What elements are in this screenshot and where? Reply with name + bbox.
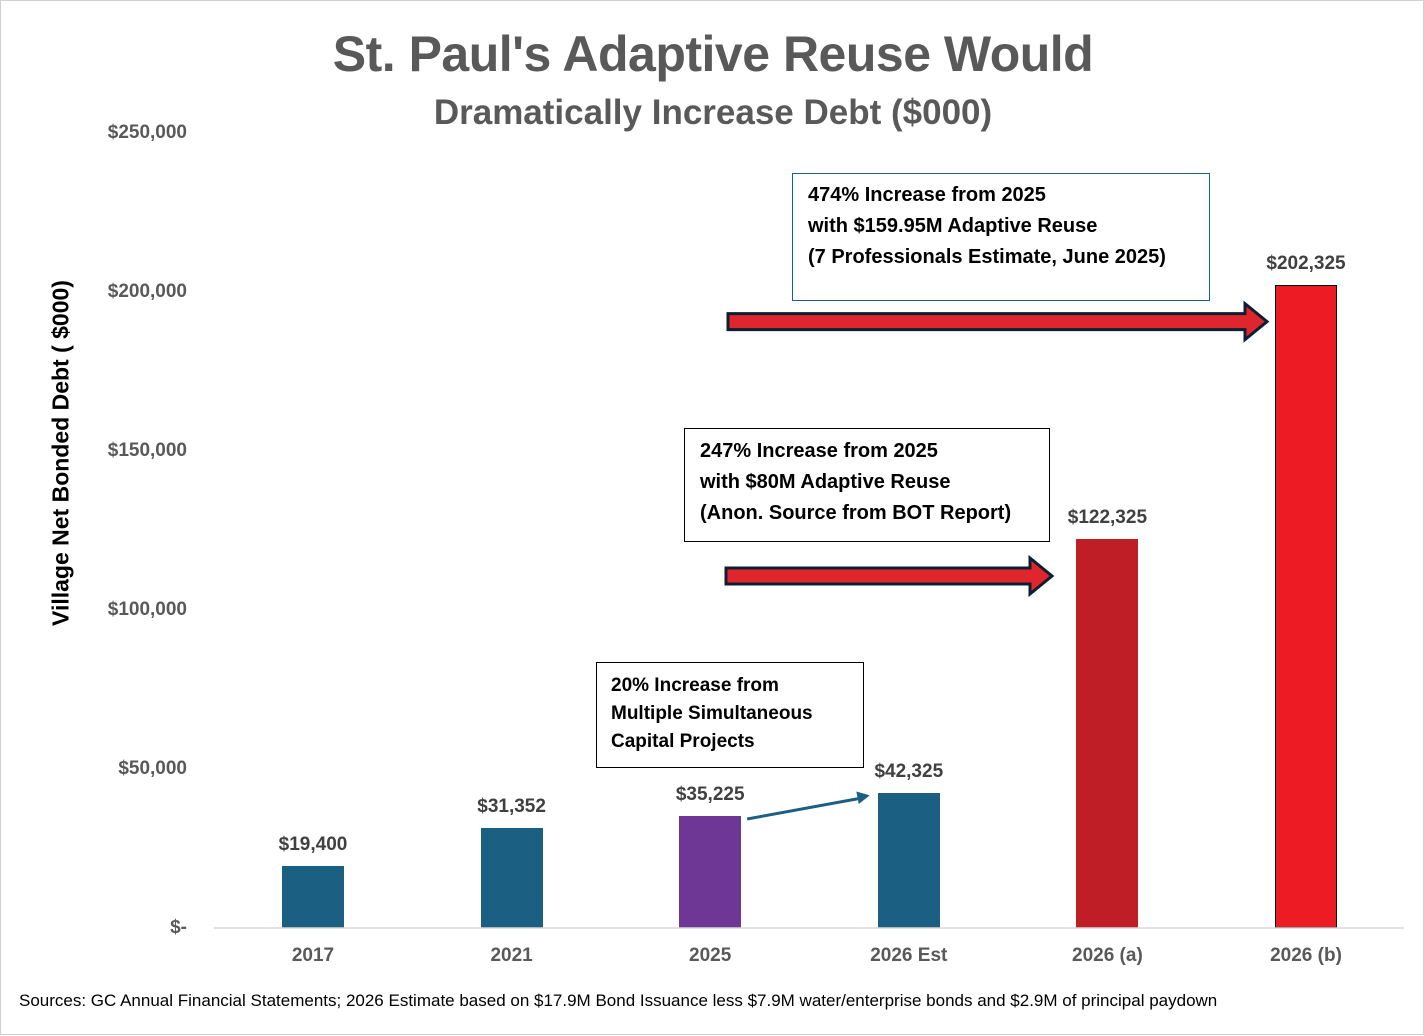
annotation-line: 474% Increase from 2025 — [808, 184, 1046, 206]
y-tick-label: $50,000 — [118, 758, 187, 779]
data-label: $19,400 — [278, 834, 348, 856]
chart-subtitle: Dramatically Increase Debt ($000) — [433, 93, 993, 132]
annotation-box-247-percent: 247% Increase from 2025 with $80M Adapti… — [684, 428, 1050, 542]
arrow-to-2026b — [726, 300, 1270, 343]
annotation-line: Multiple Simultaneous — [611, 703, 813, 724]
chart-title: St. Paul's Adaptive Reuse Would — [332, 26, 1094, 82]
data-label: $122,325 — [1067, 507, 1148, 528]
annotation-line: with $159.95M Adaptive Reuse — [808, 215, 1098, 237]
source-note: Sources: GC Annual Financial Statements;… — [19, 991, 1218, 1010]
bar-2021 — [480, 828, 543, 928]
bar-2026-b — [1275, 284, 1337, 928]
data-label: $42,325 — [874, 761, 944, 783]
annotation-line: 20% Increase from — [611, 675, 779, 696]
y-tick-label: $100,000 — [107, 599, 187, 620]
bar-2026-a — [1076, 539, 1139, 928]
data-label: $31,352 — [477, 796, 546, 818]
bar-2017 — [282, 866, 344, 928]
y-tick-label: $- — [170, 917, 187, 938]
arrow-head — [856, 791, 870, 805]
annotation-line: (7 Professionals Estimate, June 2025) — [808, 246, 1166, 268]
x-tick-label: 2025 — [689, 945, 732, 966]
annotation-line: with $80M Adaptive Reuse — [700, 471, 951, 493]
annotation-line: Capital Projects — [611, 731, 755, 752]
x-tick-label: 2017 — [291, 945, 335, 966]
bar-2026-est — [877, 793, 940, 928]
arrow-to-2026a — [724, 554, 1055, 598]
x-tick-label: 2026 Est — [870, 945, 948, 966]
x-tick-label: 2021 — [490, 945, 533, 966]
y-tick-label: $150,000 — [107, 440, 187, 461]
annotation-box-20-percent: 20% Increase from Multiple Simultaneous … — [596, 662, 864, 768]
y-tick-label: $250,000 — [107, 122, 187, 143]
data-label: $35,225 — [675, 783, 745, 805]
annotation-line: (Anon. Source from BOT Report) — [700, 502, 1012, 524]
annotation-line: 247% Increase from 2025 — [700, 440, 938, 462]
arrows-layer — [724, 300, 1270, 821]
annotation-box-474-percent: 474% Increase from 2025 with $159.95M Ad… — [792, 173, 1210, 301]
data-label: $202,325 — [1266, 252, 1346, 274]
x-tick-label: 2026 (b) — [1270, 945, 1342, 966]
bar-2025 — [679, 815, 742, 928]
x-tick-label: 2026 (a) — [1072, 945, 1143, 966]
y-tick-label: $200,000 — [107, 281, 187, 302]
arrow-2025-to-2026-est — [746, 796, 861, 821]
